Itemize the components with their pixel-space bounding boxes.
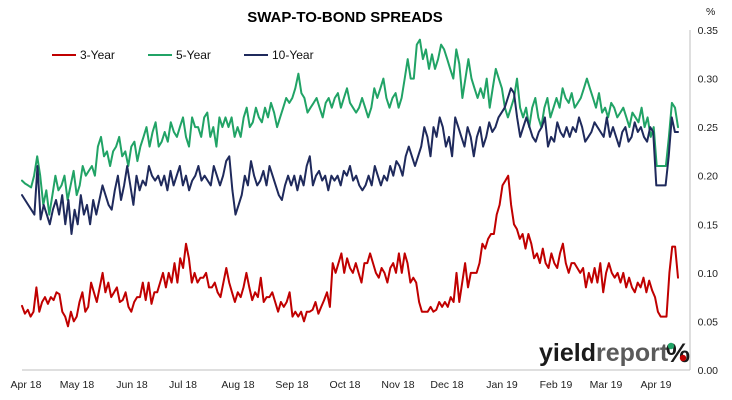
series-line-3-year — [21, 174, 679, 328]
x-tick-label: Aug 18 — [221, 379, 254, 391]
legend-label-3-year: 3-Year — [80, 48, 115, 62]
x-tick-label: Oct 18 — [330, 379, 361, 391]
x-tick-label: Dec 18 — [430, 379, 463, 391]
logo-dot-red — [679, 354, 687, 362]
chart-legend: 3-Year 5-Year 10-Year — [52, 48, 314, 62]
logo-text-sub: report — [596, 339, 669, 367]
x-axis-ticks: Apr 18 May 18 Jun 18 Jul 18 Aug 18 Sep 18 Oct … — [11, 379, 672, 391]
y-tick-label: 0.20 — [698, 171, 719, 183]
x-tick-label: Feb 19 — [540, 379, 573, 391]
x-tick-label: May 18 — [60, 379, 95, 391]
x-tick-label: Sep 18 — [275, 379, 308, 391]
y-tick-label: 0.30 — [698, 74, 719, 86]
y-tick-label: 0.35 — [698, 25, 719, 37]
svg-text:yieldreport: yieldreport — [539, 339, 669, 367]
y-tick-label: 0.05 — [698, 316, 719, 328]
logo-percent-symbol: % — [666, 338, 690, 368]
series-lines — [21, 38, 679, 328]
x-tick-label: Apr 18 — [11, 379, 42, 391]
logo-dot-green — [667, 342, 675, 350]
x-tick-label: Jun 18 — [116, 379, 148, 391]
x-tick-label: Jan 19 — [486, 379, 518, 391]
y-tick-label: 0.00 — [698, 365, 719, 377]
series-line-5-year — [21, 38, 679, 216]
y-tick-label: 0.15 — [698, 219, 719, 231]
chart-title: SWAP-TO-BOND SPREADS — [247, 9, 443, 26]
x-tick-label: Nov 18 — [381, 379, 414, 391]
legend-label-10-year: 10-Year — [272, 48, 314, 62]
logo-text-main: yield — [539, 339, 596, 367]
y-tick-label: 0.25 — [698, 122, 719, 134]
legend-label-5-year: 5-Year — [176, 48, 211, 62]
yieldreport-logo: yieldreport % — [539, 338, 690, 368]
y-tick-label: 0.10 — [698, 268, 719, 280]
x-tick-label: Mar 19 — [590, 379, 623, 391]
series-line-10-year — [21, 87, 679, 235]
x-tick-label: Apr 19 — [641, 379, 672, 391]
y-axis-unit: % — [706, 6, 715, 18]
x-tick-label: Jul 18 — [169, 379, 197, 391]
y-axis-ticks: 0.00 0.05 0.10 0.15 0.20 0.25 0.30 0.35 — [698, 25, 719, 377]
